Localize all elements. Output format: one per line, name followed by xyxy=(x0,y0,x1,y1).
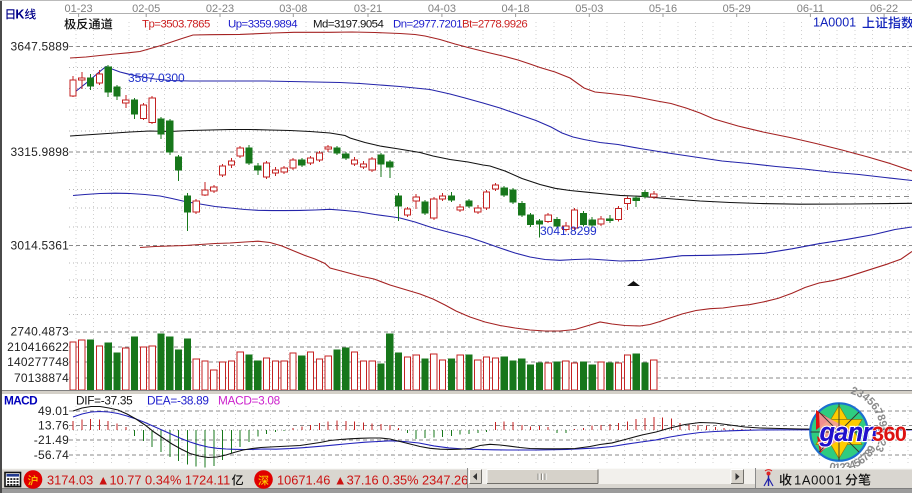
svg-text:02-05: 02-05 xyxy=(132,3,160,15)
svg-text:06-22: 06-22 xyxy=(870,3,898,15)
svg-text:DIF=-37.35: DIF=-37.35 xyxy=(76,394,133,408)
svg-text:5: 5 xyxy=(852,457,863,470)
svg-text:04-18: 04-18 xyxy=(502,3,530,15)
svg-text:1A0001: 1A0001 xyxy=(794,473,842,488)
svg-text:3315.9898: 3315.9898 xyxy=(10,145,69,159)
svg-text:Dn=2977.7201: Dn=2977.7201 xyxy=(393,19,462,31)
svg-text:2740.4873: 2740.4873 xyxy=(10,325,69,339)
svg-text:-21.49: -21.49 xyxy=(34,433,69,447)
svg-text:140277748: 140277748 xyxy=(7,355,69,369)
svg-text:3: 3 xyxy=(843,460,852,473)
svg-text:7: 7 xyxy=(871,406,884,417)
svg-text:05-16: 05-16 xyxy=(649,3,677,15)
svg-text:3647.5889: 3647.5889 xyxy=(10,40,69,54)
svg-text:9: 9 xyxy=(865,444,878,455)
svg-text:05-29: 05-29 xyxy=(723,3,751,15)
svg-text:03-08: 03-08 xyxy=(279,3,307,15)
svg-text:Up=3359.9894: Up=3359.9894 xyxy=(228,19,297,31)
svg-text:3: 3 xyxy=(872,443,885,454)
svg-text:3014.5361: 3014.5361 xyxy=(10,239,69,253)
svg-text:10671.46 ▲37.16 0.35% 2347.26: 10671.46 ▲37.16 0.35% 2347.26 xyxy=(277,473,468,488)
svg-text:3041.8299: 3041.8299 xyxy=(540,224,597,238)
svg-text:02-23: 02-23 xyxy=(206,3,234,15)
svg-text:gann: gann xyxy=(819,419,878,447)
svg-text:210416622: 210416622 xyxy=(7,340,69,354)
svg-text:4: 4 xyxy=(848,458,859,472)
svg-text:MACD: MACD xyxy=(4,394,38,408)
svg-text:05-03: 05-03 xyxy=(575,3,603,15)
svg-text:-56.74: -56.74 xyxy=(34,448,69,462)
svg-text:DEA=-38.89: DEA=-38.89 xyxy=(147,394,209,408)
svg-text:9: 9 xyxy=(876,420,889,428)
svg-text:8: 8 xyxy=(874,413,887,423)
svg-text:0: 0 xyxy=(877,427,889,433)
svg-text:01-23: 01-23 xyxy=(65,3,93,15)
svg-text:MACD=3.08: MACD=3.08 xyxy=(218,394,281,408)
svg-text:04-03: 04-03 xyxy=(428,3,456,15)
svg-text:3587.0300: 3587.0300 xyxy=(128,71,185,85)
svg-text:0: 0 xyxy=(828,461,836,474)
svg-text:3174.03 ▲10.77 0.34% 1724.11: 3174.03 ▲10.77 0.34% 1724.11 xyxy=(47,473,230,488)
svg-text:360: 360 xyxy=(872,422,907,446)
svg-text:Tp=3503.7865: Tp=3503.7865 xyxy=(142,19,210,31)
svg-text:70138874: 70138874 xyxy=(14,371,69,385)
svg-text:1A0001: 1A0001 xyxy=(813,16,856,30)
svg-text:49.01: 49.01 xyxy=(38,404,69,418)
svg-text:2: 2 xyxy=(849,385,859,398)
svg-text:Md=3197.9054: Md=3197.9054 xyxy=(313,19,383,31)
svg-text:1: 1 xyxy=(834,462,841,474)
svg-text:13.76: 13.76 xyxy=(38,419,69,433)
svg-text:gann: gann xyxy=(819,419,878,447)
svg-text:K: K xyxy=(15,8,24,22)
svg-text:06-11: 06-11 xyxy=(797,3,824,15)
svg-text:1: 1 xyxy=(876,433,889,441)
svg-text:03-21: 03-21 xyxy=(354,3,382,15)
svg-text:2: 2 xyxy=(839,462,846,475)
svg-text:Bt=2778.9926: Bt=2778.9926 xyxy=(462,19,527,31)
svg-text:2: 2 xyxy=(875,438,888,447)
svg-text:3: 3 xyxy=(854,387,865,400)
